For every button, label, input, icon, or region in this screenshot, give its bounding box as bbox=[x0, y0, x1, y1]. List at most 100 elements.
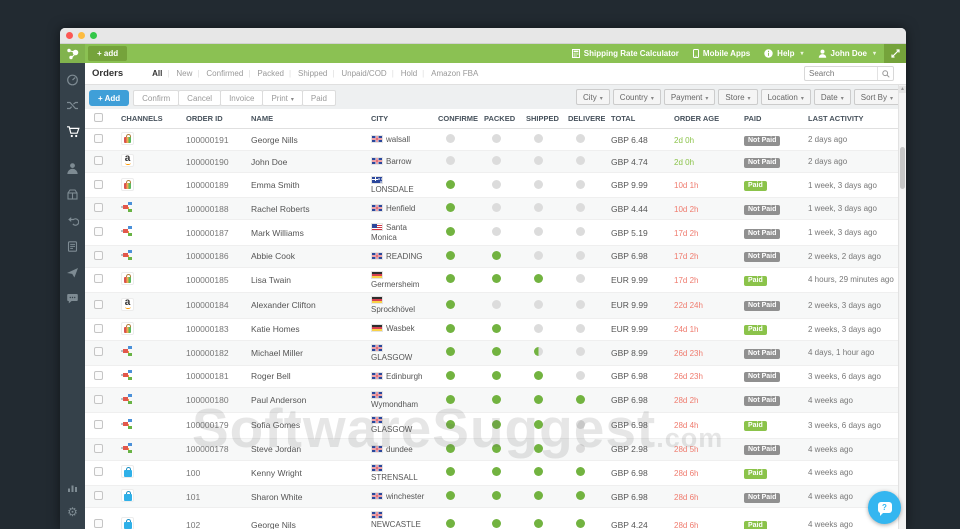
table-row[interactable]: 100000182 Michael Miller GLASGOW GBP 8.9… bbox=[85, 340, 898, 366]
table-row[interactable]: 100000180 Paul Anderson Wymondham GBP 6.… bbox=[85, 387, 898, 414]
table-row[interactable]: 100000191 George Nills walsall GBP 6.48 … bbox=[85, 128, 898, 151]
row-checkbox[interactable] bbox=[94, 156, 103, 165]
support-chat-button[interactable]: ? bbox=[868, 491, 901, 524]
returns-undo-icon[interactable] bbox=[63, 211, 82, 230]
column-header-order-age[interactable]: ORDER AGE bbox=[668, 109, 738, 129]
column-header-channels[interactable]: CHANNELS bbox=[115, 109, 180, 129]
zoom-window-button[interactable] bbox=[90, 32, 97, 39]
app-logo[interactable] bbox=[60, 44, 85, 63]
fullscreen-toggle-button[interactable] bbox=[884, 44, 906, 63]
tab-packed[interactable]: Packed bbox=[248, 69, 291, 78]
analytics-bars-icon[interactable] bbox=[63, 478, 82, 497]
row-checkbox[interactable] bbox=[94, 443, 103, 453]
row-checkbox[interactable] bbox=[94, 179, 103, 189]
column-header-last-activity[interactable]: LAST ACTIVITY bbox=[802, 109, 898, 129]
print-button[interactable]: Print bbox=[262, 90, 303, 107]
search-button[interactable] bbox=[877, 67, 893, 80]
table-row[interactable]: 100000188 Rachel Roberts Henfield GBP 4.… bbox=[85, 197, 898, 221]
customers-icon[interactable] bbox=[63, 159, 82, 178]
filter-date-button[interactable]: Date bbox=[813, 89, 851, 105]
table-row[interactable]: 100000185 Lisa Twain Germersheim EUR 9.9… bbox=[85, 267, 898, 294]
column-header-total[interactable]: TOTAL bbox=[605, 109, 668, 129]
table-row[interactable]: 100000186 Abbie Cook READING GBP 6.98 17… bbox=[85, 245, 898, 268]
tab-all[interactable]: All bbox=[152, 69, 163, 78]
table-row[interactable]: 100000181 Roger Bell Edinburgh GBP 6.98 … bbox=[85, 365, 898, 388]
table-row[interactable]: 100000179 Sofia Gomes GLASGOW GBP 6.98 2… bbox=[85, 412, 898, 439]
row-checkbox[interactable] bbox=[94, 491, 103, 500]
table-row[interactable]: 101 Sharon White winchester GBP 6.98 28d… bbox=[85, 485, 898, 508]
row-checkbox[interactable] bbox=[94, 323, 103, 333]
paid-button[interactable]: Paid bbox=[301, 90, 336, 107]
row-checkbox[interactable] bbox=[94, 370, 103, 380]
confirm-button[interactable]: Confirm bbox=[133, 90, 180, 107]
reports-document-icon[interactable] bbox=[63, 237, 82, 256]
filter-city-button[interactable]: City bbox=[576, 89, 610, 105]
table-row[interactable]: 100000184 Alexander Clifton Sprockhövel … bbox=[85, 292, 898, 319]
delivered-status-dot bbox=[576, 347, 585, 357]
orders-cart-icon[interactable] bbox=[63, 122, 82, 141]
invoice-button[interactable]: Invoice bbox=[220, 90, 264, 107]
column-header-city[interactable]: CITY bbox=[365, 109, 432, 129]
filter-location-button[interactable]: Location bbox=[760, 89, 811, 105]
table-row[interactable]: 100000178 Steve Jordan dundee GBP 2.98 2… bbox=[85, 438, 898, 461]
select-all-checkbox[interactable] bbox=[94, 113, 103, 122]
minimize-window-button[interactable] bbox=[78, 32, 85, 39]
confirmed-status-dot bbox=[446, 134, 455, 143]
scrollbar-thumb[interactable] bbox=[900, 147, 905, 189]
shuffle-icon[interactable] bbox=[63, 96, 82, 115]
row-checkbox[interactable] bbox=[94, 419, 103, 429]
tab-new[interactable]: New bbox=[167, 69, 199, 78]
column-header-paid[interactable]: PAID bbox=[738, 109, 802, 129]
row-checkbox[interactable] bbox=[94, 519, 103, 529]
table-row[interactable]: 100000190 John Doe Barrow GBP 4.74 2d 0h… bbox=[85, 150, 898, 173]
column-header-order-id[interactable]: ORDER ID bbox=[180, 109, 245, 129]
filter-sort-by-button[interactable]: Sort By bbox=[853, 89, 900, 105]
add-button[interactable]: + add bbox=[88, 46, 128, 61]
table-row[interactable]: 100 Kenny Wright STRENSALL GBP 6.98 28d … bbox=[85, 460, 898, 487]
filter-country-button[interactable]: Country bbox=[612, 89, 661, 105]
close-window-button[interactable] bbox=[66, 32, 73, 39]
tab-unpaid-cod[interactable]: Unpaid/COD bbox=[332, 69, 393, 78]
last-activity: 4 weeks ago bbox=[802, 387, 898, 414]
search-input[interactable] bbox=[805, 69, 877, 78]
column-header-name[interactable]: NAME bbox=[245, 109, 365, 129]
mobile-apps-link[interactable]: Mobile Apps bbox=[692, 49, 750, 58]
row-checkbox[interactable] bbox=[94, 203, 103, 213]
column-header-packed[interactable]: PACKED bbox=[478, 109, 520, 129]
dashboard-icon[interactable] bbox=[63, 70, 82, 89]
tab-hold[interactable]: Hold bbox=[392, 69, 424, 78]
cancel-button[interactable]: Cancel bbox=[178, 90, 222, 107]
row-checkbox[interactable] bbox=[94, 394, 103, 404]
row-checkbox[interactable] bbox=[94, 134, 103, 143]
send-icon[interactable] bbox=[63, 263, 82, 282]
chat-icon[interactable] bbox=[63, 289, 82, 308]
settings-gear-icon[interactable]: ⚙ bbox=[67, 504, 78, 519]
table-row[interactable]: 100000183 Katie Homes Wasbek EUR 9.99 24… bbox=[85, 318, 898, 341]
column-header-delivered[interactable]: DELIVERED bbox=[562, 109, 605, 129]
products-box-icon[interactable] bbox=[63, 185, 82, 204]
table-row[interactable]: 100000187 Mark Williams Santa Monica GBP… bbox=[85, 219, 898, 246]
row-checkbox[interactable] bbox=[94, 250, 103, 260]
shipping-rate-calculator-link[interactable]: Shipping Rate Calculator bbox=[571, 49, 679, 58]
filter-store-button[interactable]: Store bbox=[718, 89, 758, 105]
scroll-up-arrow-icon[interactable]: ▲ bbox=[899, 86, 906, 93]
vertical-scrollbar[interactable]: ▲ bbox=[898, 85, 906, 529]
checkbox-column-header[interactable] bbox=[85, 109, 115, 129]
tab-confirmed[interactable]: Confirmed bbox=[197, 69, 250, 78]
row-checkbox[interactable] bbox=[94, 299, 103, 309]
column-header-shipped[interactable]: SHIPPED bbox=[520, 109, 562, 129]
column-header-confirmed[interactable]: CONFIRMED bbox=[432, 109, 478, 129]
table-row[interactable]: 100000189 Emma Smith LONSDALE GBP 9.99 1… bbox=[85, 172, 898, 199]
tab-shipped[interactable]: Shipped bbox=[289, 69, 334, 78]
help-menu[interactable]: Help bbox=[764, 49, 803, 58]
row-checkbox[interactable] bbox=[94, 467, 103, 477]
user-menu[interactable]: John Doe bbox=[818, 49, 876, 58]
add-button[interactable]: + Add bbox=[89, 90, 130, 107]
tab-amazon-fba[interactable]: Amazon FBA bbox=[422, 69, 485, 78]
table-row[interactable]: 102 George Nils NEWCASTLE UPON TYNE GBP … bbox=[85, 507, 898, 529]
row-checkbox[interactable] bbox=[94, 347, 103, 357]
filter-payment-button[interactable]: Payment bbox=[663, 89, 716, 105]
paid-status-badge: Not Paid bbox=[744, 157, 781, 168]
row-checkbox[interactable] bbox=[94, 227, 103, 237]
row-checkbox[interactable] bbox=[94, 274, 103, 284]
